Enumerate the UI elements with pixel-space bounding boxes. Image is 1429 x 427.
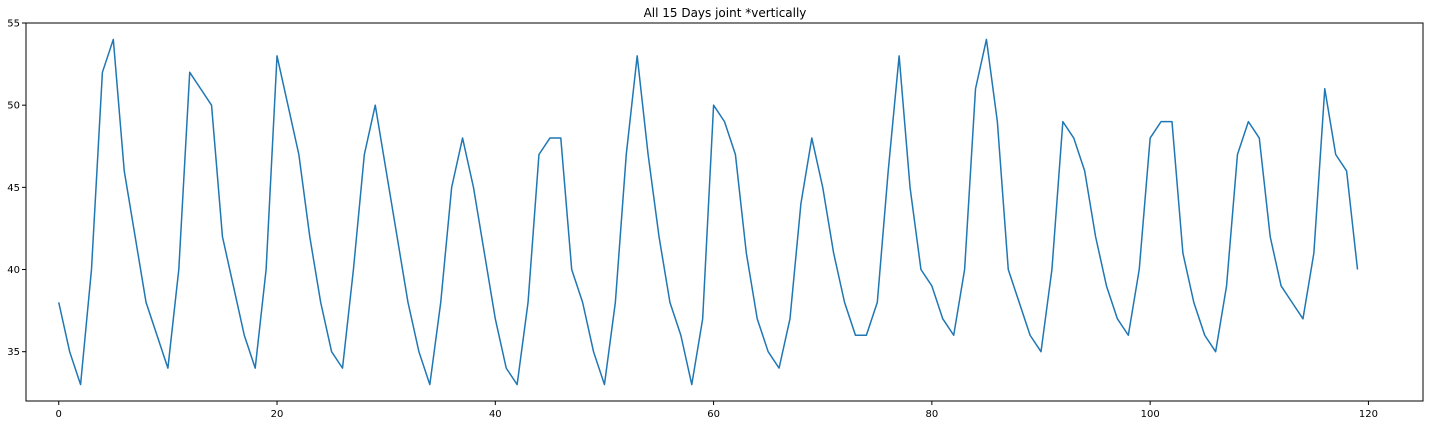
series-layer [58, 38, 1359, 386]
y-tick-label: 55 [7, 19, 20, 30]
x-axis: 0 20 40 60 80 100 120 [56, 401, 1378, 420]
y-tick-label: 40 [7, 265, 20, 276]
x-tick-label: 120 [1359, 409, 1378, 420]
x-tick-label: 100 [1141, 409, 1160, 420]
y-tick-label: 45 [7, 183, 20, 194]
chart-title: All 15 Days joint *vertically [644, 6, 807, 20]
x-tick-label: 60 [707, 409, 720, 420]
x-tick-label: 80 [926, 409, 939, 420]
x-tick-label: 20 [271, 409, 284, 420]
series-line-0 [58, 38, 1359, 386]
y-tick-label: 50 [7, 101, 20, 112]
x-tick-label: 0 [56, 409, 62, 420]
plot-frame [25, 22, 1424, 402]
x-tick-label: 40 [489, 409, 502, 420]
y-axis: 35 40 45 50 55 [7, 19, 26, 358]
y-tick-label: 35 [7, 347, 20, 358]
